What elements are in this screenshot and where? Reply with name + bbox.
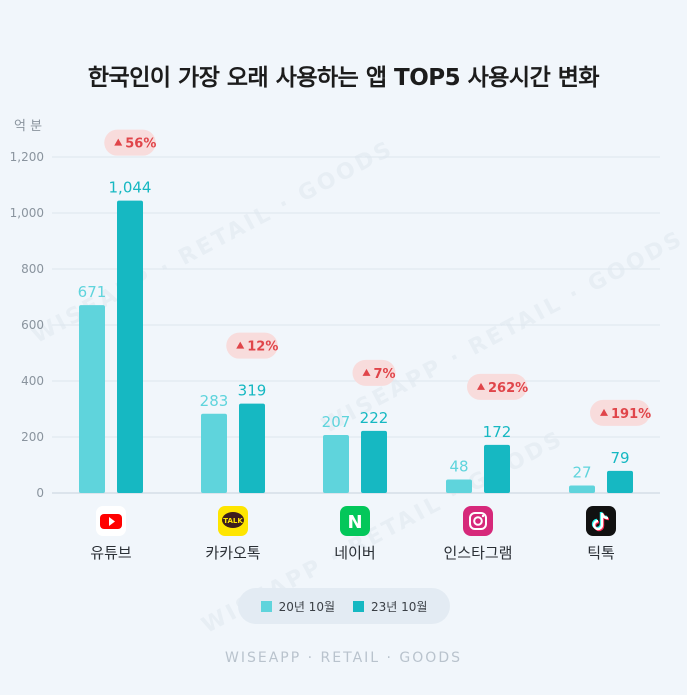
bar-2020 (569, 485, 595, 493)
bar-2020 (201, 413, 227, 493)
bar-2020 (79, 305, 105, 493)
tiktok-note-icon (592, 512, 609, 531)
change-label: 12% (247, 340, 278, 355)
change-label: 191% (611, 407, 651, 422)
legend-label-2020: 20년 10월 (278, 599, 335, 614)
data-label: 27 (572, 463, 591, 481)
change-label: 262% (488, 381, 528, 396)
legend-label-2023: 23년 10월 (371, 599, 428, 614)
instagram-camera-icon (469, 512, 487, 530)
legend: 20년 10월 23년 10월 (238, 588, 450, 624)
instagram-dot-icon (481, 514, 485, 518)
bar-2023 (607, 470, 633, 493)
legend-swatch-2020 (260, 600, 272, 612)
up-arrow-icon (236, 341, 245, 349)
up-arrow-icon (477, 382, 485, 390)
data-label: 207 (322, 413, 351, 431)
change-badge (352, 359, 396, 386)
change-badge (104, 129, 156, 156)
y-tick-label: 800 (21, 262, 44, 276)
up-arrow-icon (600, 408, 608, 416)
y-tick-label: 200 (21, 430, 44, 444)
legend-item-2020: 20년 10월 (260, 598, 335, 615)
legend-item-2023: 23년 10월 (353, 598, 427, 615)
category-label: 유튜브 (90, 544, 132, 562)
data-label: 1,044 (109, 179, 152, 197)
category-label: 인스타그램 (443, 544, 512, 562)
y-tick-label: 1,000 (10, 206, 44, 220)
naver-icon-text: N (347, 512, 362, 533)
change-label: 7% (374, 367, 396, 382)
y-tick-label: 0 (36, 486, 44, 500)
data-label: 48 (449, 458, 468, 476)
kakaotalk-icon-text: TALK (223, 517, 243, 525)
bar-2020 (446, 479, 472, 493)
y-tick-label: 1,200 (10, 150, 44, 164)
change-badge (590, 399, 650, 426)
bar-2020 (323, 435, 349, 493)
legend-swatch-2023 (353, 600, 364, 612)
bar-2023 (484, 444, 510, 493)
bar-2023 (361, 430, 387, 493)
category-label: 카카오톡 (205, 544, 260, 562)
kakaotalk-bubble-icon (222, 512, 244, 528)
y-axis-unit: 억 분 (14, 119, 43, 134)
chart-title: 한국인이 가장 오래 사용하는 앱 TOP5 사용시간 변화 (87, 65, 600, 91)
data-label: 319 (238, 382, 267, 400)
change-badge (467, 373, 527, 400)
bar-2023 (239, 403, 265, 493)
instagram-icon (463, 506, 493, 536)
data-label: 222 (360, 409, 389, 427)
change-badge (226, 332, 278, 359)
bar-2023 (117, 200, 143, 493)
youtube-play-icon (109, 517, 115, 526)
data-label: 283 (200, 392, 229, 410)
up-arrow-icon (362, 368, 371, 376)
footer-brand: WISEAPP · RETAIL · GOODS (225, 650, 462, 666)
data-label: 79 (610, 449, 629, 467)
bar-chart: 0 200 400 600 800 1,000 1,200 671 1,044 56% 유튜브 283… (10, 129, 660, 562)
instagram-lens-icon (473, 516, 483, 526)
y-tick-label: 400 (21, 374, 44, 388)
y-tick-label: 600 (21, 318, 44, 332)
naver-icon (340, 506, 370, 536)
data-label: 172 (483, 423, 512, 441)
category-label: 네이버 (334, 544, 375, 562)
data-label: 671 (78, 283, 107, 301)
category-label: 틱톡 (587, 544, 615, 562)
up-arrow-icon (114, 138, 123, 146)
change-label: 56% (125, 137, 156, 152)
